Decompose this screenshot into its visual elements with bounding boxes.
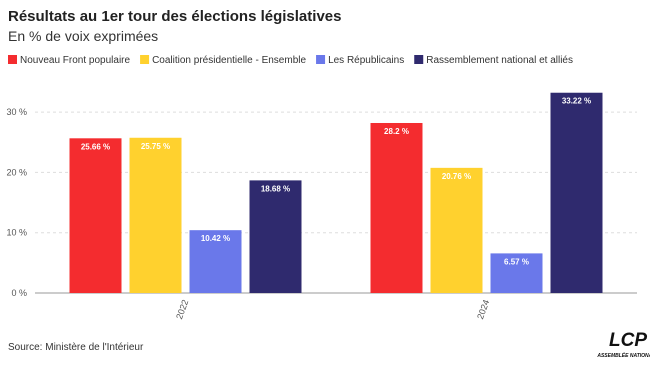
bar: [550, 92, 603, 293]
logo-subtitle: ASSEMBLÉE NATIONALE: [596, 351, 650, 359]
x-tick-label: 2022: [174, 298, 190, 320]
bar: [370, 122, 423, 293]
y-tick-label: 10 %: [6, 228, 27, 238]
value-label: 18.68 %: [261, 184, 290, 193]
legend-label: Les Républicains: [328, 55, 404, 66]
chart-subtitle: En % de voix exprimées: [8, 28, 158, 44]
legend-label: Coalition présidentielle - Ensemble: [152, 55, 306, 66]
y-tick-label: 0 %: [11, 288, 27, 298]
legend-swatch: [414, 55, 424, 64]
source: Source: Ministère de l'Intérieur: [8, 342, 144, 353]
legend-label: Rassemblement national et alliés: [426, 55, 573, 66]
y-tick-label: 30 %: [6, 107, 27, 117]
bar: [430, 167, 483, 293]
bar: [189, 230, 242, 293]
value-label: 25.66 %: [81, 142, 110, 151]
value-label: 6.57 %: [504, 257, 529, 266]
logo: LCP: [609, 330, 647, 351]
value-label: 10.42 %: [201, 234, 230, 243]
x-tick-label: 2024: [475, 298, 491, 320]
legend-swatch: [316, 55, 326, 64]
legend-label: Nouveau Front populaire: [20, 55, 131, 66]
legend-swatch: [8, 55, 17, 64]
y-tick-label: 20 %: [6, 167, 27, 177]
value-label: 25.75 %: [141, 142, 170, 151]
value-label: 28.2 %: [384, 127, 409, 136]
bar: [129, 137, 182, 293]
legend-swatch: [140, 55, 150, 64]
bar: [69, 138, 122, 293]
value-label: 33.22 %: [562, 97, 591, 106]
value-label: 20.76 %: [442, 172, 471, 181]
bar: [249, 180, 302, 293]
chart-title: Résultats au 1er tour des élections légi…: [8, 8, 341, 25]
bar: [490, 253, 543, 293]
